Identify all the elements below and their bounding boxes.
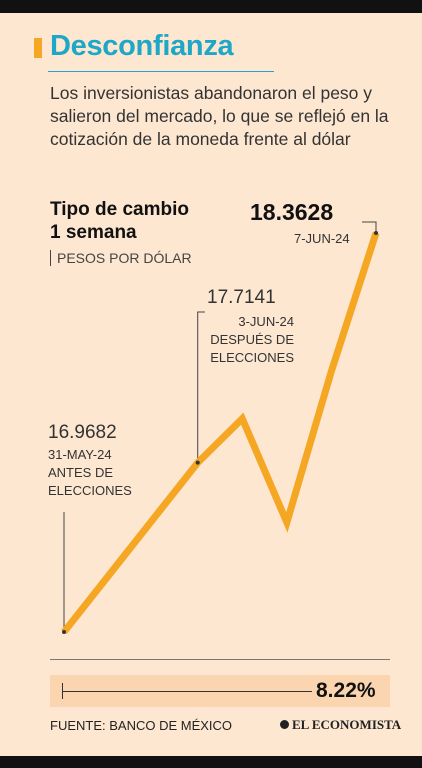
bottom-bar <box>0 756 422 768</box>
annotation-value-end: 18.3628 <box>250 199 334 225</box>
annotation-value-mid: 17.7141 <box>207 287 276 308</box>
unit-divider <box>50 250 51 266</box>
annotation-note-mid-1: DESPUÉS DE <box>210 332 294 347</box>
annotation-note-start-2: ELECCIONES <box>48 483 132 498</box>
change-line <box>62 691 312 692</box>
page-title: Desconfianza <box>50 30 234 62</box>
unit-text: PESOS POR DÓLAR <box>57 250 192 266</box>
chart-title: Tipo de cambio 1 semana <box>50 198 189 244</box>
annotation-note-start-1: ANTES DE <box>48 465 114 480</box>
annotation-date-start: 31-MAY-24 <box>48 447 112 462</box>
logo-icon <box>280 720 289 729</box>
chart-title-line2: 1 semana <box>50 222 137 243</box>
subtitle: Los inversionistas abandonaron el peso y… <box>50 83 389 149</box>
logo-text: EL ECONOMISTA <box>292 717 402 732</box>
unit-label: PESOS POR DÓLAR <box>50 250 192 266</box>
publisher-logo: EL ECONOMISTA <box>280 717 401 733</box>
annotation-date-mid: 3-JUN-24 <box>238 314 294 329</box>
annotation-connector-end <box>362 221 377 233</box>
source-note: FUENTE: BANCO DE MÉXICO <box>50 718 233 733</box>
title-accent-mark <box>34 38 42 58</box>
data-point <box>62 630 66 634</box>
series-line <box>61 231 380 635</box>
annotation-label-start: 31-MAY-24 ANTES DE ELECCIONES <box>48 446 132 500</box>
annotation-note-mid-2: ELECCIONES <box>210 350 294 365</box>
annotation-label-mid: 3-JUN-24 DESPUÉS DE ELECCIONES <box>200 313 294 367</box>
annotation-date-end: 7-JUN-24 <box>294 231 350 246</box>
data-point <box>195 460 200 465</box>
annotation-value-start: 16.9682 <box>48 422 117 443</box>
footer-divider <box>50 659 390 660</box>
title-underline <box>48 71 274 72</box>
data-point <box>374 231 378 235</box>
top-bar <box>0 0 422 13</box>
change-percentage: 8.22% <box>316 679 376 702</box>
chart-title-line1: Tipo de cambio <box>50 199 190 220</box>
annotation-connector-mid <box>197 311 205 463</box>
